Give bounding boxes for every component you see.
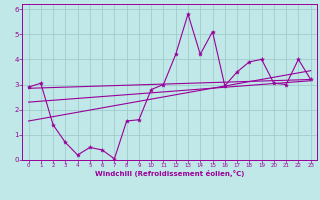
X-axis label: Windchill (Refroidissement éolien,°C): Windchill (Refroidissement éolien,°C) (95, 170, 244, 177)
